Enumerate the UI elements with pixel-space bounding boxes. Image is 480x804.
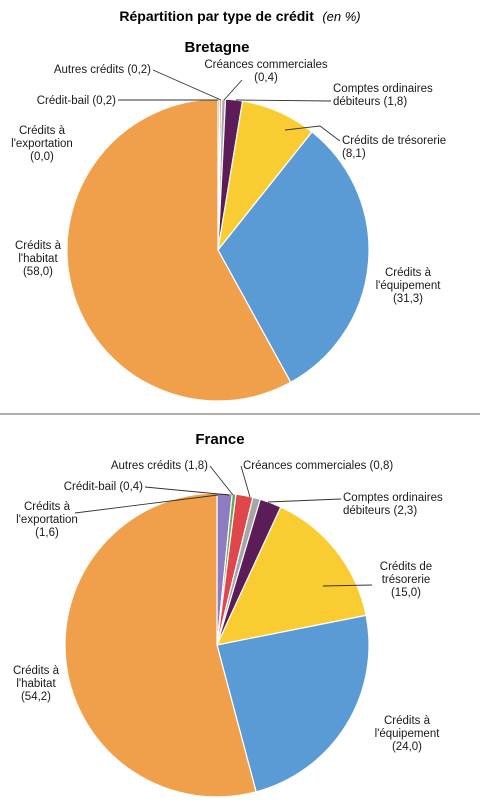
data-label-comptes-ordinaires-debiteurs: Comptes ordinaires débiteurs (2,3) xyxy=(343,492,443,517)
data-label-line: Crédits à xyxy=(13,665,60,677)
leader-line-credits-de-tresorerie xyxy=(284,125,341,142)
data-label-line: débiteurs (1,8) xyxy=(333,96,407,108)
leader-line-creances-commerciales xyxy=(223,79,243,101)
pie-france: Crédits à l'exportation (1,6)Crédit-bail (… xyxy=(13,460,443,798)
data-label-credits-a-l-equipement: Crédits à l'équipement (24,0) xyxy=(375,715,441,753)
data-label-credits-de-tresorerie: Crédits de trésorerie (15,0) xyxy=(380,561,432,599)
data-label-creances-commerciales: Créances commerciales (0,8) xyxy=(243,460,393,472)
data-label-line: (58,0) xyxy=(23,266,53,278)
data-label-autres-credits: Autres crédits (1,8) xyxy=(111,460,208,472)
leader-line-credits-a-l-exportation xyxy=(74,494,219,514)
data-label-autres-credits: Autres crédits (0,2) xyxy=(54,64,151,76)
data-label-line: Comptes ordinaires xyxy=(343,492,443,504)
data-label-line: (1,6) xyxy=(35,527,59,539)
leader-line-credit-bail xyxy=(144,486,230,496)
leader-line-creances-commerciales xyxy=(240,465,251,498)
leader-line-credits-de-tresorerie xyxy=(322,584,373,587)
pie-slice-credits-a-l-habitat xyxy=(64,492,257,798)
data-label-credits-de-tresorerie: Crédits de trésorerie (8,1) xyxy=(342,135,446,160)
data-label-line: Crédits à xyxy=(385,267,432,279)
data-label-line: l'habitat xyxy=(16,678,56,690)
data-label-line: Créances commerciales xyxy=(204,59,328,71)
data-label-line: Autres crédits (1,8) xyxy=(111,460,208,472)
data-label-line: Comptes ordinaires xyxy=(333,83,433,95)
data-label-credits-a-l-habitat: Crédits à l'habitat (58,0) xyxy=(15,240,62,278)
data-label-line: l'exportation xyxy=(16,514,78,526)
data-label-line: l'habitat xyxy=(18,253,58,265)
pie-slice-credits-a-l-equipement xyxy=(216,614,370,793)
figure-title-unit: (en %) xyxy=(322,9,360,24)
data-label-line: Crédit-bail (0,4) xyxy=(64,481,143,493)
leader-line-comptes-ordinaires-debiteurs xyxy=(267,498,342,503)
data-label-line: (54,2) xyxy=(21,691,51,703)
data-label-line: Autres crédits (0,2) xyxy=(54,64,151,76)
figure-title-text: Répartition par type de crédit xyxy=(119,8,314,24)
pie-slice-credits-de-tresorerie xyxy=(215,506,367,646)
data-label-credits-a-l-habitat: Crédits à l'habitat (54,2) xyxy=(13,665,60,703)
data-label-credits-a-l-exportation: Crédits à l'exportation (1,6) xyxy=(16,501,78,539)
leader-line-comptes-ordinaires-debiteurs xyxy=(235,99,332,102)
data-label-line: Crédits à xyxy=(24,501,71,513)
data-label-credit-bail: Crédit-bail (0,4) xyxy=(64,481,143,493)
data-label-line: Crédits à xyxy=(384,715,431,727)
leader-line-autres-credits xyxy=(152,69,222,101)
pie-title-bretagne: Bretagne xyxy=(184,39,249,56)
data-label-credits-a-l-equipement: Crédits à l'équipement (31,3) xyxy=(376,267,442,305)
data-label-line: (31,3) xyxy=(393,293,423,305)
data-label-line: (24,0) xyxy=(392,741,422,753)
pie-title-france: France xyxy=(195,431,244,448)
data-label-line: Créances commerciales (0,8) xyxy=(243,460,393,472)
data-label-creances-commerciales: Créances commerciales (0,4) xyxy=(204,59,328,84)
figure-title: Répartition par type de crédit (en %) xyxy=(119,8,360,25)
data-label-line: trésorerie xyxy=(382,574,431,586)
pie-slice-credits-a-l-habitat xyxy=(66,98,292,402)
data-label-line: l'équipement xyxy=(376,280,442,292)
data-label-line: Crédits de trésorerie xyxy=(342,135,446,147)
data-label-credits-a-l-exportation: Crédits à l'exportation (0,0) xyxy=(11,125,73,163)
data-label-line: (8,1) xyxy=(342,148,366,160)
data-label-line: l'équipement xyxy=(375,728,441,740)
pie-slice-credits-a-l-equipement xyxy=(217,131,370,384)
data-label-line: (0,4) xyxy=(254,72,278,84)
leader-line-autres-credits xyxy=(209,465,234,496)
data-label-credit-bail: Crédit-bail (0,2) xyxy=(37,95,116,107)
data-label-line: débiteurs (2,3) xyxy=(343,505,417,517)
data-label-line: Crédits à xyxy=(19,125,66,137)
data-label-line: l'exportation xyxy=(11,138,73,150)
data-label-line: Crédits à xyxy=(15,240,62,252)
data-label-line: Crédit-bail (0,2) xyxy=(37,95,116,107)
pie-bretagne: Crédits à l'exportation (0,0)Crédit-bail (… xyxy=(11,59,446,402)
data-label-line: (0,0) xyxy=(30,151,54,163)
data-label-line: (15,0) xyxy=(391,587,421,599)
data-label-comptes-ordinaires-debiteurs: Comptes ordinaires débiteurs (1,8) xyxy=(333,83,433,108)
data-label-line: Crédits de xyxy=(380,561,432,573)
